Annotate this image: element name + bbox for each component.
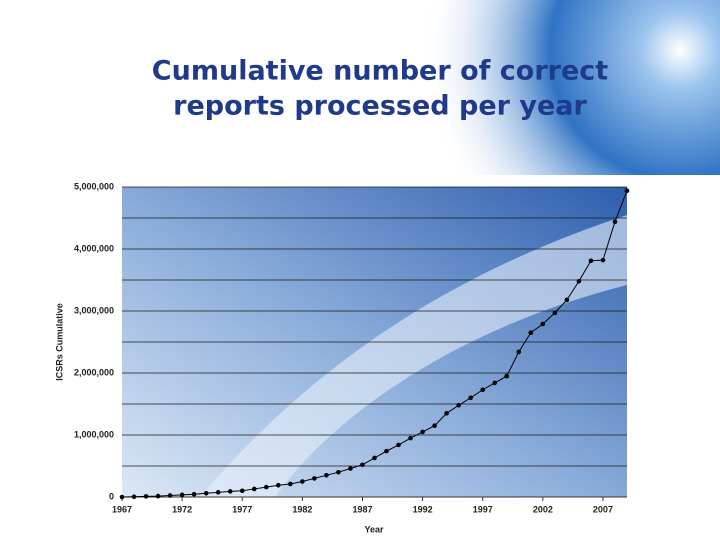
data-point — [251, 486, 257, 492]
data-point — [300, 479, 305, 484]
y-tick-label: 1,000,000 — [74, 429, 114, 439]
data-point — [215, 490, 221, 495]
data-point — [312, 476, 317, 481]
data-point — [552, 310, 558, 316]
y-tick-label: 0 — [109, 491, 114, 501]
data-point — [432, 423, 437, 429]
y-axis-label: ICSRs Cumulative — [54, 303, 64, 381]
x-tick-label: 1967 — [112, 504, 132, 514]
data-point — [239, 488, 245, 494]
x-tick-label: 1982 — [292, 504, 312, 514]
data-point — [324, 473, 329, 478]
data-point — [504, 373, 510, 379]
data-point — [588, 258, 594, 264]
data-point — [336, 469, 341, 475]
data-point — [348, 466, 353, 471]
data-point — [492, 380, 498, 386]
data-point — [227, 489, 233, 494]
y-tick-label: 2,000,000 — [74, 367, 114, 377]
data-point — [276, 482, 281, 488]
data-point — [516, 349, 522, 355]
data-point — [119, 494, 125, 500]
x-tick-label: 1977 — [232, 504, 252, 514]
data-point — [624, 188, 630, 194]
data-point — [288, 481, 293, 487]
data-point — [191, 491, 197, 497]
data-point — [408, 435, 413, 441]
x-tick-label: 1972 — [172, 504, 192, 514]
corner-decoration — [420, 0, 720, 175]
swoosh — [200, 215, 627, 497]
data-point — [420, 429, 425, 435]
x-tick-label: 1997 — [473, 504, 493, 514]
data-point — [203, 490, 209, 496]
x-axis-label: Year — [364, 524, 384, 534]
data-point — [396, 442, 401, 448]
data-point — [360, 462, 365, 468]
data-point — [372, 455, 377, 461]
chart-title: Cumulative number of correct — [152, 56, 608, 87]
data-point — [600, 257, 606, 263]
data-point — [179, 492, 185, 498]
data-point — [528, 330, 534, 336]
data-point — [131, 494, 137, 499]
data-point — [480, 387, 486, 393]
data-point — [540, 321, 546, 327]
data-point — [612, 219, 618, 225]
chart-title: reports processed per year — [173, 91, 587, 122]
y-tick-label: 4,000,000 — [74, 243, 114, 253]
data-point — [167, 493, 173, 498]
data-point — [263, 484, 269, 490]
data-point — [155, 493, 161, 499]
x-tick-label: 1992 — [413, 504, 433, 514]
data-point — [384, 448, 389, 454]
data-point — [143, 494, 149, 499]
data-point — [468, 395, 473, 401]
data-point — [456, 402, 461, 408]
x-tick-label: 2002 — [533, 504, 553, 514]
x-tick-label: 2007 — [593, 504, 613, 514]
x-tick-label: 1987 — [352, 504, 372, 514]
y-tick-label: 5,000,000 — [74, 181, 114, 191]
data-point — [444, 411, 449, 416]
data-point — [564, 297, 570, 303]
y-tick-label: 3,000,000 — [74, 305, 114, 315]
data-point — [576, 278, 582, 284]
